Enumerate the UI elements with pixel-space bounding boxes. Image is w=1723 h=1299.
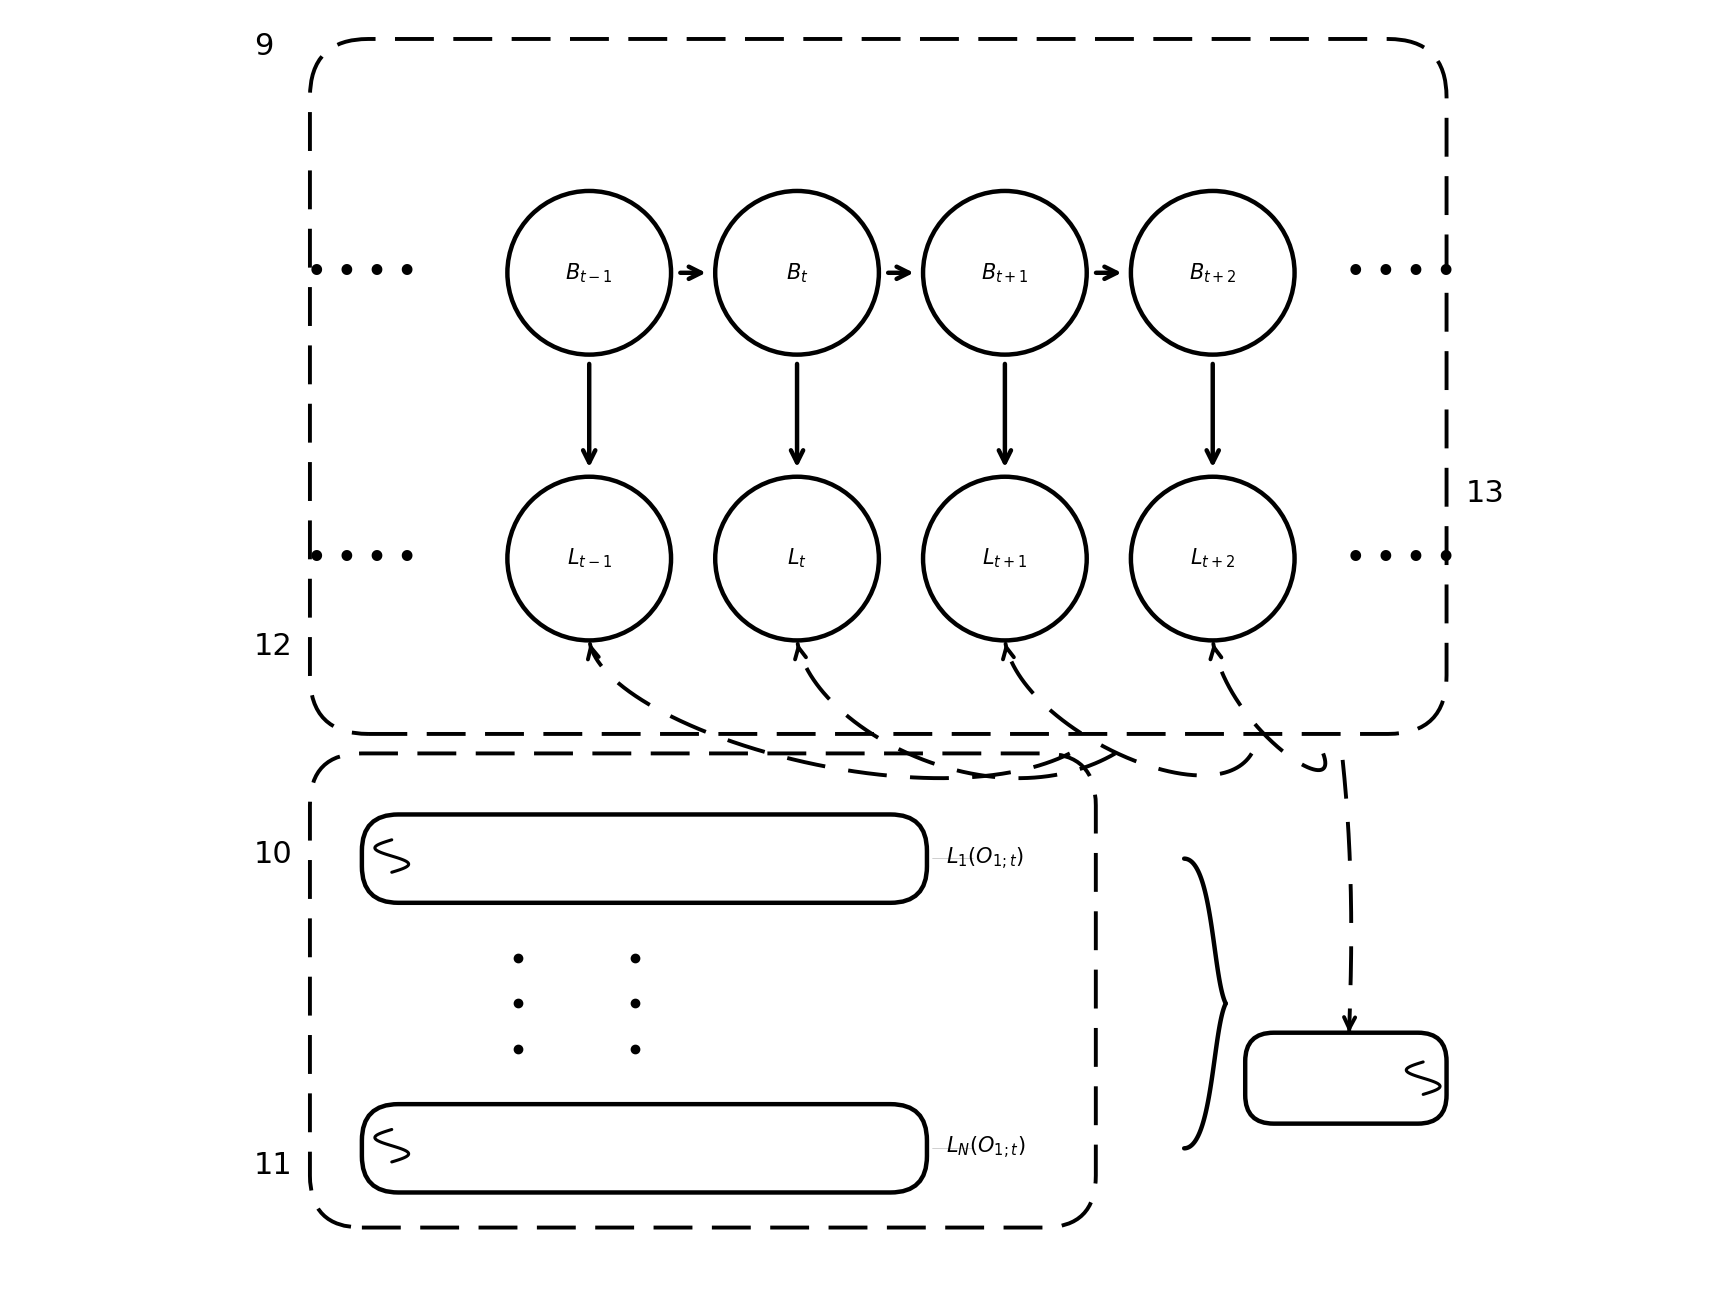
FancyBboxPatch shape bbox=[362, 1104, 927, 1192]
Text: $L_N(O_{1;t})$: $L_N(O_{1;t})$ bbox=[946, 1135, 1025, 1161]
Text: • • • •: • • • • bbox=[1346, 259, 1456, 287]
Text: $B_t$: $B_t$ bbox=[786, 261, 808, 284]
Text: $B_{t+1}$: $B_{t+1}$ bbox=[980, 261, 1029, 284]
Circle shape bbox=[922, 477, 1085, 640]
Text: 13: 13 bbox=[1465, 479, 1504, 508]
Text: 11: 11 bbox=[253, 1151, 293, 1179]
Circle shape bbox=[922, 191, 1085, 355]
Circle shape bbox=[507, 191, 670, 355]
Text: $B_{t-1}$: $B_{t-1}$ bbox=[565, 261, 613, 284]
Text: $L_{t+1}$: $L_{t+1}$ bbox=[982, 547, 1027, 570]
Text: 12: 12 bbox=[253, 633, 293, 661]
Circle shape bbox=[507, 477, 670, 640]
Text: 10: 10 bbox=[253, 840, 293, 869]
Text: $L_t$: $L_t$ bbox=[787, 547, 806, 570]
Text: • • • •: • • • • bbox=[307, 259, 417, 287]
FancyBboxPatch shape bbox=[1244, 1033, 1446, 1124]
Circle shape bbox=[1130, 191, 1294, 355]
Text: • • • •: • • • • bbox=[1346, 544, 1456, 573]
Circle shape bbox=[1130, 477, 1294, 640]
Text: 9: 9 bbox=[253, 32, 274, 61]
Circle shape bbox=[715, 477, 879, 640]
Text: $L_{t+2}$: $L_{t+2}$ bbox=[1189, 547, 1235, 570]
Text: $L_1(O_{1;t})$: $L_1(O_{1;t})$ bbox=[946, 846, 1023, 872]
Text: $B_{t+2}$: $B_{t+2}$ bbox=[1189, 261, 1235, 284]
Text: • • • •: • • • • bbox=[307, 544, 417, 573]
FancyBboxPatch shape bbox=[362, 814, 927, 903]
Circle shape bbox=[715, 191, 879, 355]
Text: $L_{t-1}$: $L_{t-1}$ bbox=[567, 547, 612, 570]
